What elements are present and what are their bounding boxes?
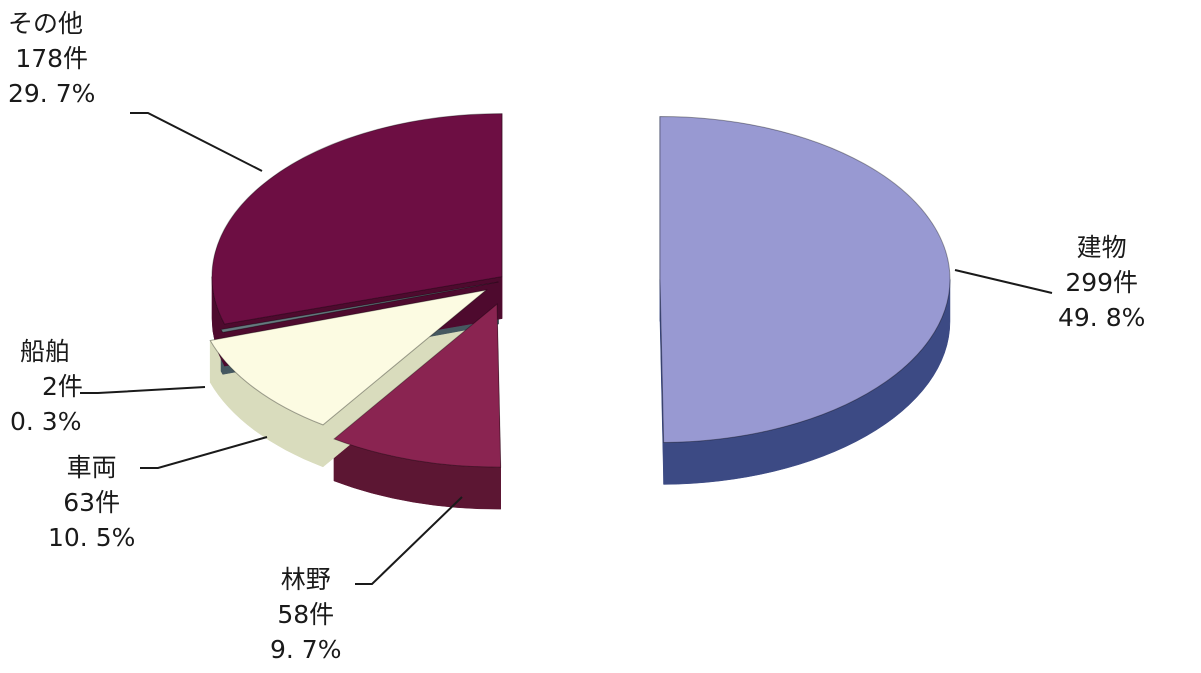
leader-line-tatemono: [955, 270, 1052, 293]
leader-line-senpaku: [80, 387, 205, 393]
label-count: 178件: [8, 41, 95, 76]
label-sharyo: 車両 63件 10. 5%: [48, 450, 135, 555]
label-percent: 29. 7%: [8, 76, 95, 111]
label-name: 林野: [270, 562, 341, 597]
label-name: 建物: [1058, 230, 1145, 265]
label-name: 船舶: [10, 334, 83, 369]
label-percent: 9. 7%: [270, 632, 341, 667]
leader-line-rinya: [355, 497, 462, 584]
label-percent: 10. 5%: [48, 520, 135, 555]
label-tatemono: 建物 299件 49. 8%: [1058, 230, 1145, 335]
label-name: 車両: [48, 450, 135, 485]
label-percent: 49. 8%: [1058, 300, 1145, 335]
label-percent: 0. 3%: [10, 404, 83, 439]
label-sonota: その他 178件 29. 7%: [8, 6, 95, 111]
label-name: その他: [8, 6, 95, 41]
label-count: 299件: [1058, 265, 1145, 300]
leader-line-sharyo: [140, 437, 267, 468]
label-count: 2件: [10, 369, 83, 404]
label-count: 58件: [270, 597, 341, 632]
label-count: 63件: [48, 485, 135, 520]
leader-line-sonota: [130, 113, 262, 171]
label-rinya: 林野 58件 9. 7%: [270, 562, 341, 667]
label-senpaku: 船舶 2件 0. 3%: [10, 334, 83, 439]
